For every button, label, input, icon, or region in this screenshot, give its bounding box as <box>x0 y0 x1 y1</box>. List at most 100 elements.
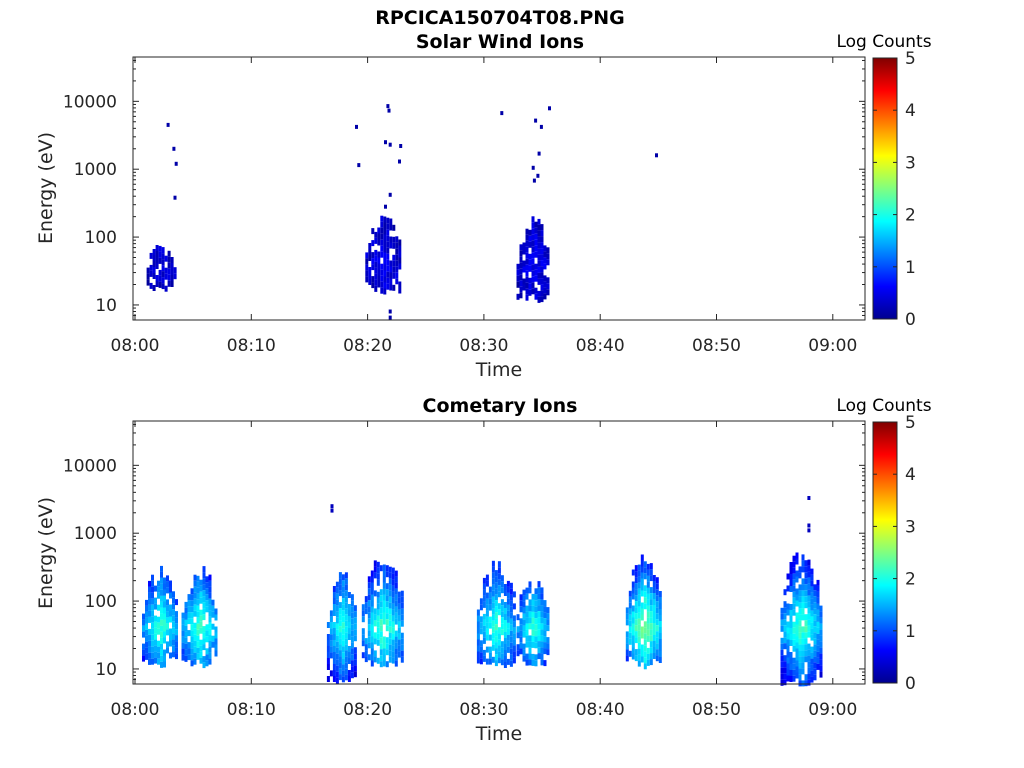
spectrogram-cell <box>519 630 523 637</box>
spectrogram-cell <box>655 619 659 626</box>
spectrogram-cell <box>391 627 395 634</box>
spectrogram-cell <box>169 580 172 587</box>
spectrogram-cell <box>347 628 351 634</box>
spectrogram-cell <box>658 597 662 603</box>
spectrogram-cell <box>193 574 197 581</box>
spectrogram-cell <box>512 615 516 622</box>
spectrogram-cell <box>525 252 529 259</box>
spectrogram-cell <box>637 606 641 613</box>
spectrogram-cell <box>377 251 381 258</box>
spectrogram-cell <box>386 247 390 254</box>
spectrogram-cell <box>380 251 384 258</box>
spectrogram-cell <box>525 659 529 666</box>
spectrogram-cell <box>795 660 799 667</box>
spectrogram-cell <box>370 630 374 637</box>
spectrogram-cell <box>214 650 218 657</box>
spectrogram-cell <box>154 603 157 610</box>
spectrogram-point <box>534 118 538 123</box>
spectrogram-cell <box>801 662 805 669</box>
spectrogram-cell <box>388 578 392 585</box>
spectrogram-cell <box>509 636 513 643</box>
spectrogram-cell <box>394 618 398 625</box>
spectrogram-cell <box>386 259 390 266</box>
spectrogram-cell <box>494 612 498 619</box>
spectrogram-cell <box>786 609 790 616</box>
spectrogram-cell <box>199 621 203 628</box>
cometary-ions-panel: Cometary Ions 08:00 08:10 08:20 08:30 08:40 0… <box>35 395 932 745</box>
spectrogram-cell <box>167 274 171 281</box>
spectrogram-cell <box>655 577 659 584</box>
spectrogram-cell <box>341 634 345 641</box>
spectrogram-cell <box>488 604 492 611</box>
spectrogram-cell <box>528 277 532 284</box>
spectrogram-cell <box>205 576 209 583</box>
spectrogram-cell <box>332 658 336 664</box>
spectrogram-cell <box>795 600 799 607</box>
spectrogram-cell <box>400 644 404 651</box>
spectrogram-cell <box>181 618 185 625</box>
x-tick-label: 08:30 <box>459 336 508 356</box>
spectrogram-cell <box>382 612 386 619</box>
spectrogram-cell <box>625 655 629 662</box>
spectrogram-cell <box>151 640 154 647</box>
colorbar-tick-label: 0 <box>905 310 916 330</box>
spectrogram-cell <box>534 612 538 619</box>
spectrogram-cell <box>154 621 157 628</box>
spectrogram-cell <box>376 627 380 634</box>
spectrogram-cell <box>157 586 160 593</box>
spectrogram-cell <box>488 598 492 605</box>
spectrogram-cell <box>509 606 513 613</box>
spectrogram-cell <box>398 287 402 294</box>
spectrogram-cell <box>376 579 380 586</box>
spectrogram-cell <box>476 633 480 640</box>
spectrogram-cell <box>394 600 398 607</box>
spectrogram-cell <box>795 576 799 583</box>
spectrogram-cell <box>394 636 398 643</box>
spectrogram-cell <box>476 645 480 652</box>
spectrogram-cell <box>625 643 629 650</box>
spectrogram-cell <box>160 613 163 620</box>
spectrogram-cell <box>810 628 814 635</box>
spectrogram-cell <box>531 593 535 600</box>
spectrogram-cell <box>166 641 169 648</box>
spectrogram-cell <box>344 572 348 579</box>
spectrogram-cell <box>637 648 641 655</box>
spectrogram-cell <box>543 624 547 631</box>
spectrogram-cell <box>187 606 191 613</box>
spectrogram-cell <box>353 629 357 636</box>
spectrogram-cell <box>497 651 501 658</box>
spectrogram-cell <box>537 647 541 654</box>
spectrogram-cell <box>503 590 507 596</box>
spectrogram-point <box>172 146 176 151</box>
spectrogram-cell <box>655 643 659 650</box>
spectrogram-cell <box>810 568 814 575</box>
spectrogram-cell <box>376 633 380 640</box>
spectrogram-cell <box>482 613 486 620</box>
spectrogram-cell <box>367 576 371 583</box>
spectrogram-cell <box>476 615 480 622</box>
colorbar-tick-label: 1 <box>905 622 916 642</box>
spectrogram-cell <box>540 587 544 594</box>
spectrogram-cell <box>353 647 357 654</box>
spectrogram-cell <box>376 621 380 628</box>
spectrogram-cell <box>395 260 399 267</box>
spectrogram-cell <box>500 605 504 612</box>
spectrogram-cell <box>509 642 513 649</box>
spectrogram-cell <box>155 245 159 251</box>
spectrogram-cell <box>172 645 175 652</box>
spectrogram-cell <box>196 575 200 582</box>
spectrogram-cell <box>190 618 194 625</box>
spectrogram-cell <box>503 602 507 608</box>
spectrogram-cell <box>332 652 336 658</box>
spectrogram-cell <box>522 589 526 596</box>
spectrogram-cell <box>392 224 396 231</box>
spectrogram-cell <box>512 603 516 610</box>
x-tick-label: 08:00 <box>111 700 160 720</box>
spectrogram-cell <box>161 277 165 284</box>
spectrogram-cell <box>394 588 398 595</box>
spectrogram-cell <box>154 627 157 634</box>
spectrogram-cell <box>792 597 796 604</box>
spectrogram-cell <box>169 586 172 593</box>
spectrogram-cell <box>540 647 544 654</box>
spectrogram-cell <box>367 606 371 613</box>
